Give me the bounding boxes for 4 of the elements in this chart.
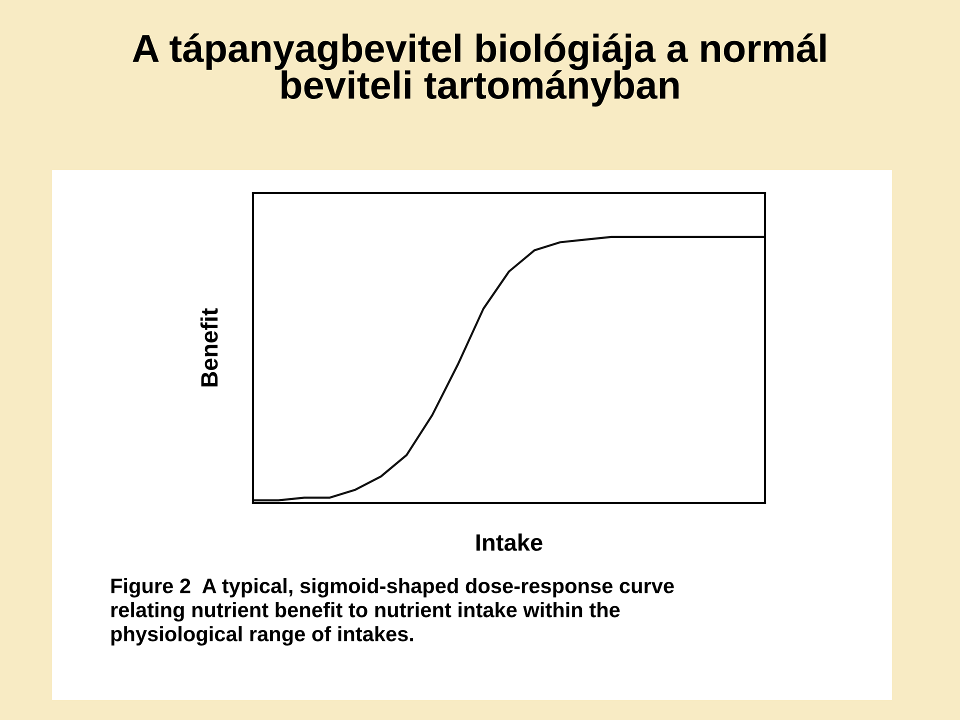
chart-title: A tápanyagbevitel biológiája a normál beviteli tartományban — [132, 33, 826, 107]
y-axis-title: Benefit — [200, 308, 218, 386]
x-axis-title: Intake — [476, 534, 542, 551]
caption: Figure 2 A typical, sigmoid-shaped dose-response curve relating nutrient benefit to nutrient intake within the physiological range of intakes. — [111, 578, 674, 646]
